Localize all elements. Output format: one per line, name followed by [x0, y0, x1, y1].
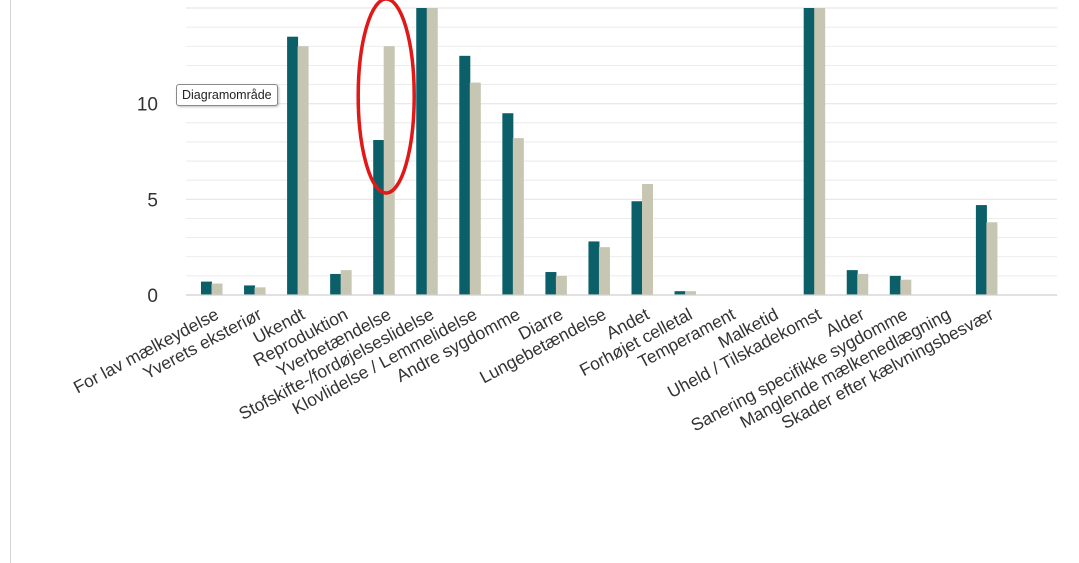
bar-series-2-0 [211, 283, 223, 295]
highlight-ellipse [356, 0, 416, 195]
bar-series-1-8 [545, 272, 557, 295]
bar-series-1-1 [244, 285, 256, 295]
y-axis-tick-labels: 0 5 10 [137, 95, 158, 307]
bar-series-1-14 [803, 8, 815, 295]
bar-series-1-11 [674, 291, 686, 295]
bar-series-2-14 [814, 8, 826, 295]
bar-series-1-7 [502, 113, 514, 295]
bar-series-1-4 [373, 140, 385, 295]
bar-series-2-5 [426, 8, 438, 295]
bar-series-2-11 [685, 291, 697, 295]
bar-series-2-1 [254, 287, 266, 295]
bar-series-2-9 [598, 247, 610, 295]
bar-series-2-18 [986, 222, 998, 295]
bar-series-1-10 [631, 201, 643, 295]
bar-series-2-16 [900, 279, 912, 295]
bar-series-1-9 [588, 241, 600, 295]
bar-series-2-8 [555, 275, 567, 295]
bar-series-2-3 [340, 270, 352, 295]
bar-series-1-18 [975, 205, 987, 295]
panel-left-border [10, 0, 11, 563]
bar-series-1-2 [287, 36, 299, 295]
y-tick-label: 5 [147, 190, 158, 211]
bar-series-1-16 [889, 275, 901, 295]
bar-series-1-15 [846, 270, 858, 295]
y-tick-label: 10 [137, 95, 158, 116]
bar-series-1-5 [416, 8, 428, 295]
bars [201, 8, 998, 296]
bar-series-2-15 [857, 273, 869, 295]
bar-series-1-6 [459, 55, 471, 296]
bar-series-2-10 [642, 184, 653, 295]
chart-area-tooltip: Diagramområde [176, 84, 278, 106]
bar-series-2-4 [383, 46, 395, 296]
bar-series-1-3 [330, 273, 342, 295]
bar-series-2-2 [297, 46, 309, 296]
y-tick-label: 0 [147, 286, 158, 307]
bar-series-2-7 [512, 138, 524, 295]
bar-series-1-0 [201, 281, 212, 295]
gridlines [186, 7, 1057, 277]
bar-series-2-6 [469, 82, 481, 296]
